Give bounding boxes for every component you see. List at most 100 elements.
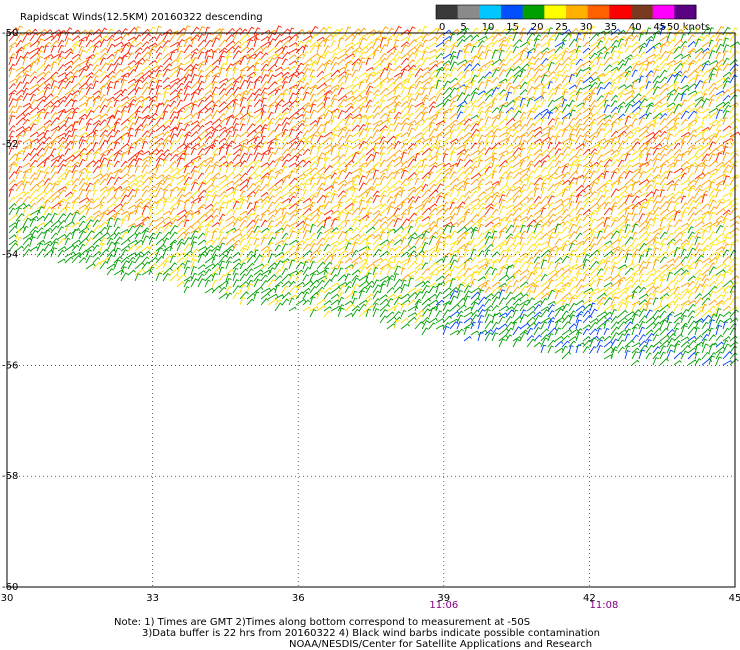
wind-barb bbox=[680, 239, 689, 246]
wind-barb bbox=[358, 224, 369, 234]
wind-barb bbox=[281, 153, 292, 162]
wind-barb bbox=[302, 274, 310, 282]
wind-barb bbox=[414, 298, 422, 306]
wind-barb bbox=[561, 328, 573, 336]
wind-barb bbox=[708, 86, 719, 96]
wind-barb bbox=[449, 51, 457, 60]
wind-barb bbox=[204, 100, 215, 108]
wind-barb bbox=[288, 221, 299, 228]
wind-barb bbox=[337, 194, 347, 204]
wind-barb bbox=[617, 244, 626, 252]
wind-barb bbox=[491, 291, 502, 300]
wind-barb bbox=[484, 124, 495, 132]
wind-barb bbox=[8, 135, 14, 144]
wind-barb bbox=[526, 163, 535, 174]
wind-barb bbox=[652, 315, 661, 324]
wind-barb bbox=[337, 153, 346, 162]
wind-barb bbox=[631, 195, 640, 204]
wind-barb bbox=[190, 266, 197, 276]
wind-barb bbox=[477, 129, 484, 138]
wind-barb bbox=[225, 215, 236, 222]
wind-barb bbox=[246, 99, 253, 108]
wind-barb bbox=[260, 97, 267, 108]
wind-barb bbox=[498, 154, 506, 162]
wind-barb bbox=[421, 320, 430, 330]
wind-barb bbox=[302, 258, 311, 264]
wind-barb bbox=[673, 183, 679, 192]
wind-barb bbox=[337, 230, 346, 240]
wind-barb bbox=[162, 130, 170, 138]
wind-barb bbox=[407, 287, 417, 294]
wind-barb bbox=[491, 77, 499, 84]
wind-barb bbox=[43, 123, 53, 132]
wind-barb bbox=[197, 147, 206, 156]
wind-barb bbox=[393, 310, 401, 318]
wind-barb bbox=[246, 268, 254, 276]
wind-barb bbox=[568, 297, 576, 306]
wind-barb bbox=[561, 57, 572, 66]
wind-barb bbox=[498, 78, 508, 84]
wind-barb bbox=[316, 70, 325, 78]
wind-barb bbox=[617, 214, 626, 222]
wind-barb bbox=[687, 59, 696, 66]
wind-barb bbox=[78, 39, 85, 48]
wind-barb bbox=[211, 65, 220, 72]
wind-barb bbox=[694, 227, 704, 234]
wind-barb bbox=[267, 209, 278, 216]
wind-barb bbox=[29, 87, 40, 96]
wind-barb bbox=[603, 224, 611, 234]
wind-barb bbox=[344, 171, 353, 180]
wind-barb bbox=[715, 63, 724, 72]
wind-barb bbox=[323, 144, 333, 150]
wind-barb bbox=[393, 245, 402, 252]
wind-barb bbox=[15, 229, 23, 240]
wind-barb bbox=[638, 260, 647, 270]
wind-barb bbox=[218, 112, 226, 120]
wind-barb bbox=[470, 271, 478, 282]
wind-barb bbox=[330, 293, 340, 300]
wind-barb bbox=[190, 178, 198, 186]
wind-barb bbox=[421, 87, 428, 96]
wind-barb bbox=[694, 154, 705, 162]
wind-barb bbox=[610, 68, 620, 78]
wind-barb bbox=[526, 338, 536, 348]
wind-barb bbox=[512, 214, 522, 222]
wind-barb bbox=[407, 189, 417, 198]
wind-barb bbox=[673, 39, 684, 48]
wind-barb bbox=[64, 140, 74, 150]
wind-barb bbox=[603, 319, 610, 330]
wind-barb bbox=[708, 181, 716, 192]
wind-barb bbox=[407, 236, 416, 246]
wind-barb bbox=[393, 56, 403, 66]
wind-barb bbox=[568, 279, 575, 288]
wind-barb bbox=[253, 244, 260, 252]
wind-barb bbox=[589, 25, 596, 36]
wind-barb bbox=[540, 47, 550, 54]
wind-barb bbox=[547, 141, 553, 150]
wind-barb bbox=[708, 188, 718, 198]
wind-barb bbox=[379, 172, 386, 180]
wind-barb bbox=[29, 123, 37, 132]
wind-barb bbox=[337, 128, 346, 138]
wind-barb bbox=[442, 45, 450, 54]
wind-barb bbox=[148, 206, 155, 216]
wind-barb bbox=[442, 279, 451, 288]
wind-barb bbox=[337, 179, 347, 186]
wind-barb bbox=[554, 298, 564, 306]
wind-barb bbox=[64, 169, 73, 180]
wind-barb bbox=[386, 38, 393, 48]
wind-barb bbox=[85, 75, 93, 84]
wind-barb bbox=[631, 291, 638, 300]
wind-barb bbox=[582, 98, 590, 108]
wind-barb bbox=[365, 57, 371, 66]
wind-barb bbox=[92, 34, 103, 42]
wind-barb bbox=[701, 225, 712, 234]
wind-barb bbox=[358, 299, 369, 306]
wind-barb bbox=[344, 140, 352, 150]
wind-barb bbox=[57, 132, 67, 138]
wind-barb bbox=[232, 80, 240, 90]
wind-barb bbox=[729, 152, 739, 162]
wind-barb bbox=[449, 33, 455, 42]
wind-barb bbox=[582, 259, 590, 270]
wind-barb bbox=[204, 263, 216, 270]
